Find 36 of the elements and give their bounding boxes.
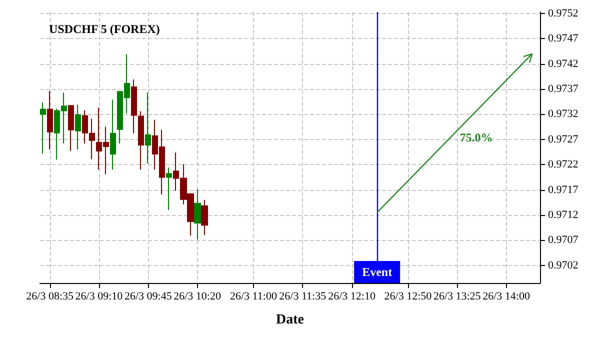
x-tick-label: 26/3 13:25 [433,290,482,302]
y-tick-label: 0.9712 [548,208,578,221]
candlestick [68,104,74,152]
x-tick-label: 26/3 12:10 [328,290,376,302]
x-tick-label: 26/3 11:00 [230,290,278,302]
x-tick-label: 26/3 08:35 [26,290,74,302]
candlestick [138,110,144,170]
y-tick-label: 0.9752 [548,7,578,20]
candlestick [40,102,46,154]
candlestick [201,199,208,236]
x-tick-label: 26/3 09:45 [124,290,172,302]
candlestick [145,92,151,164]
y-tick-label: 0.9717 [548,184,579,196]
annotation: 75.0% [460,130,493,144]
y-tick-label: 0.9702 [548,259,578,272]
candlestick [194,188,201,240]
y-tick-label: 0.9732 [548,108,578,120]
x-axis-title: Date [276,312,304,328]
y-tick-label: 0.9737 [548,83,579,96]
y-tick-label: 0.9707 [548,234,579,246]
y-tick-label: 0.9747 [548,32,579,45]
candlestick [131,78,137,134]
candlestick [75,104,81,150]
x-tick-label: 26/3 11:35 [279,290,327,302]
candlestick [110,99,116,170]
candlestick [47,90,53,150]
x-tick-label: 26/3 14:00 [482,290,530,302]
candlestick [166,167,172,210]
y-tick-label: 0.9742 [548,58,578,70]
x-tick-label: 26/3 10:20 [174,290,222,302]
ref-line-label: Event [362,265,392,279]
y-tick-label: 0.9727 [548,133,579,146]
x-tick-label: 26/3 09:10 [75,290,124,302]
y-tick-label: 0.9722 [548,158,578,171]
x-tick-label: 26/3 12:50 [384,290,432,302]
text: USDCHF 5 (FOREX) [49,22,160,36]
